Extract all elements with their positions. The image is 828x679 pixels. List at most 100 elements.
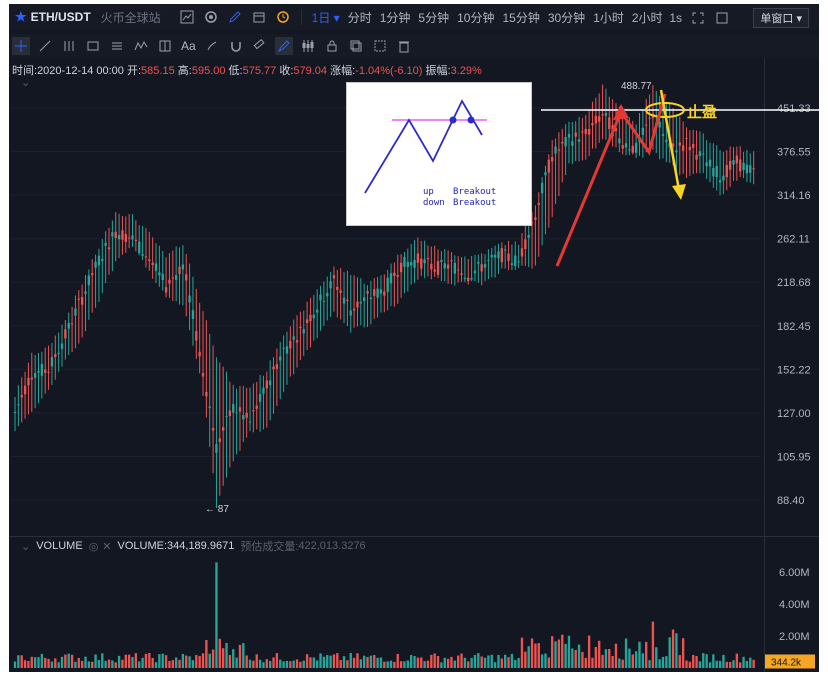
volume-bar xyxy=(735,653,739,668)
volume-bar xyxy=(601,654,604,668)
trend-arrow-red xyxy=(555,93,667,267)
text-tool[interactable]: Aa xyxy=(181,39,196,53)
refresh-rate[interactable]: 1s xyxy=(669,11,682,25)
crosshair-icon[interactable] xyxy=(12,37,30,55)
candle-body xyxy=(473,270,477,274)
volume-bar xyxy=(248,659,252,668)
high-value: 595.00 xyxy=(191,65,226,77)
candle-body xyxy=(114,231,117,239)
candle-body xyxy=(171,277,174,279)
trendline-icon[interactable] xyxy=(36,37,54,55)
window-mode-button[interactable]: 单窗口 ▾ xyxy=(753,8,809,28)
candle-body xyxy=(302,329,305,334)
parallel-lines-icon[interactable] xyxy=(60,37,78,55)
candle-body xyxy=(87,275,91,286)
measure-icon[interactable] xyxy=(156,37,174,55)
candle-body xyxy=(107,247,111,250)
volume-bar xyxy=(587,635,591,668)
amplitude-value: 3.29% xyxy=(450,65,482,77)
candle-body xyxy=(185,274,188,281)
rectangle-icon[interactable] xyxy=(84,37,102,55)
volume-bar xyxy=(218,638,221,668)
candle-body xyxy=(426,258,430,260)
clock-icon[interactable] xyxy=(274,8,292,26)
candle-body xyxy=(557,149,561,151)
candle-body xyxy=(749,165,752,173)
screenshot-icon[interactable] xyxy=(713,9,731,27)
price-chart[interactable]: 451.33 376.55 314.16 262.11 218.68 182.45 152.… xyxy=(9,4,819,672)
hide-drawings-icon[interactable] xyxy=(371,37,389,55)
candle-style-icon[interactable] xyxy=(299,37,317,55)
interval-7[interactable]: 1小时 xyxy=(593,10,624,25)
interval-6[interactable]: 30分钟 xyxy=(547,10,586,25)
symbol-label: ETH/USDT xyxy=(30,10,91,24)
candle-body xyxy=(745,164,749,174)
chevron-down-icon[interactable]: ⌄ xyxy=(21,540,31,553)
volume-bar xyxy=(567,635,571,668)
amplitude-label: 振幅: xyxy=(425,65,451,77)
volume-bar xyxy=(242,643,245,668)
pane-divider[interactable] xyxy=(9,536,819,537)
interval-8[interactable]: 2小时 xyxy=(631,10,663,25)
copy-icon[interactable] xyxy=(347,37,365,55)
candle-body xyxy=(416,253,420,263)
lock-icon[interactable] xyxy=(323,37,341,55)
volume-bar xyxy=(621,659,624,668)
volume-tick-label: 6.00M xyxy=(779,567,810,579)
candle-body xyxy=(20,394,23,398)
candle-body xyxy=(178,266,181,275)
interval-1[interactable]: 分时 xyxy=(347,10,372,25)
settings-icon[interactable] xyxy=(202,8,220,26)
brush-icon[interactable] xyxy=(203,37,221,55)
candle-body xyxy=(228,410,232,417)
close-icon[interactable]: ✕ xyxy=(102,540,112,553)
wave-pattern-icon[interactable] xyxy=(132,37,150,55)
volume-bar xyxy=(544,653,547,668)
interval-4[interactable]: 10分钟 xyxy=(457,10,495,25)
candle-body xyxy=(181,264,185,270)
volume-bar xyxy=(77,657,80,668)
horizontal-lines-icon[interactable] xyxy=(108,37,126,55)
volume-bar xyxy=(50,661,54,668)
price-tick-label: 314.16 xyxy=(777,190,811,202)
volume-bar xyxy=(537,643,540,668)
volume-info: ⌄ VOLUME ◎ ✕ VOLUME: 344,189.9671 预估成交量: 4… xyxy=(9,536,366,556)
chart-type-icon[interactable] xyxy=(178,8,196,26)
interval-2[interactable]: 1分钟 xyxy=(379,10,411,25)
eye-icon[interactable]: ◎ xyxy=(88,540,99,553)
candle-body xyxy=(604,112,608,116)
interval-0[interactable]: 1日 ▾ xyxy=(311,10,340,25)
candle-body xyxy=(164,287,168,293)
ruler-icon[interactable] xyxy=(251,37,269,55)
interval-3[interactable]: 5分钟 xyxy=(418,10,450,25)
candle-body xyxy=(54,354,57,357)
candle-body xyxy=(252,410,255,412)
pencil-icon[interactable] xyxy=(226,8,244,26)
low-label: 低: xyxy=(228,65,243,77)
candle-body xyxy=(722,175,725,181)
collapse-chevron-icon[interactable]: ⌄ xyxy=(21,77,31,89)
pen-tool-icon[interactable] xyxy=(274,37,293,55)
interval-5[interactable]: 15分钟 xyxy=(502,10,540,25)
fullscreen-icon[interactable] xyxy=(689,9,707,27)
trash-icon[interactable] xyxy=(395,37,413,55)
volume-bar xyxy=(84,656,87,668)
magnet-icon[interactable] xyxy=(227,37,245,55)
volume-bar xyxy=(473,654,477,668)
volume-bar xyxy=(138,661,141,668)
candle-body xyxy=(211,427,215,431)
candle-body xyxy=(678,142,681,146)
take-profit-label: 止盈 xyxy=(687,103,717,121)
candle-body xyxy=(195,331,198,341)
candle-body xyxy=(702,153,705,155)
volume-bar xyxy=(195,654,198,668)
candle-body xyxy=(577,139,581,142)
symbol-selector[interactable]: ★ ETH/USDT 火币全球站 xyxy=(15,9,161,26)
volume-bar xyxy=(74,661,77,668)
candle-body xyxy=(174,275,178,280)
star-icon[interactable]: ★ xyxy=(15,9,27,24)
volume-bar xyxy=(258,659,262,668)
calendar-icon[interactable] xyxy=(250,8,268,26)
candle-body xyxy=(591,122,594,126)
volume-bar xyxy=(732,660,735,668)
